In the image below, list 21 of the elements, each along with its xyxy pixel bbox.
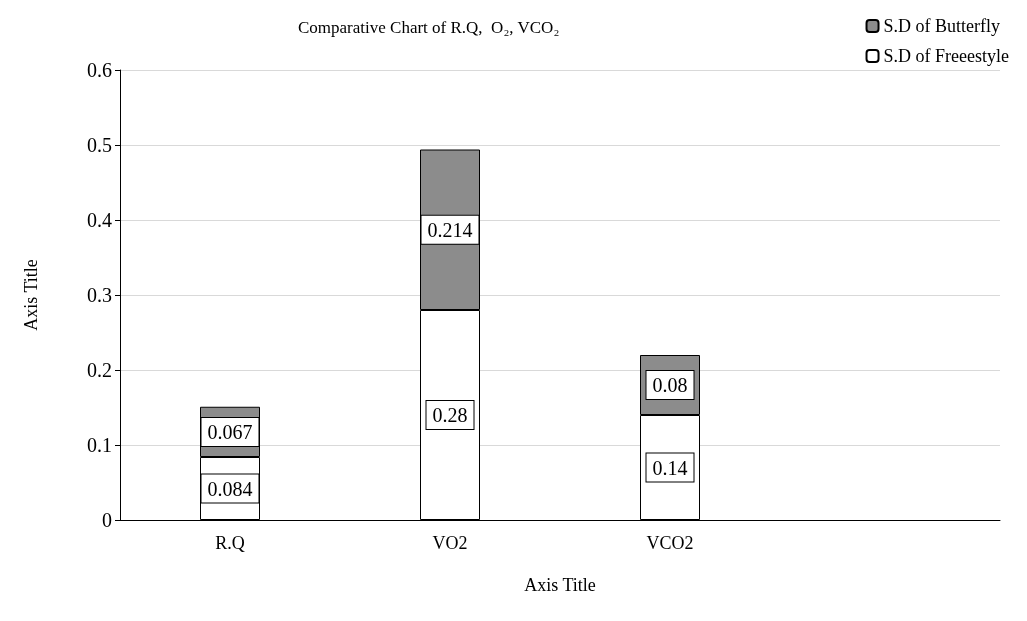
legend-label: S.D of Butterfly <box>883 16 1001 36</box>
y-tick-label: 0.6 <box>87 59 112 81</box>
y-tick-label: 0.2 <box>87 359 112 381</box>
x-tick-label: VCO2 <box>646 533 694 553</box>
data-label: 0.214 <box>427 218 473 241</box>
data-label: 0.084 <box>207 477 253 500</box>
y-axis-title: Axis Title <box>21 259 41 331</box>
y-tick-label: 0 <box>102 509 112 531</box>
data-label: 0.067 <box>207 420 253 443</box>
chart-title: Comparative Chart of R.Q, O₂, VCO₂ <box>298 18 560 37</box>
x-axis-title: Axis Title <box>524 575 596 595</box>
x-tick-label: VO2 <box>432 533 468 553</box>
y-tick-label: 0.4 <box>87 209 112 231</box>
data-label: 0.14 <box>652 456 688 479</box>
y-tick-label: 0.3 <box>87 284 112 306</box>
data-label: 0.08 <box>652 374 688 396</box>
legend-label: S.D of Freeestyle <box>883 46 1010 66</box>
y-tick-label: 0.5 <box>87 134 112 156</box>
data-label: 0.28 <box>432 404 468 426</box>
y-tick-label: 0.1 <box>87 434 112 456</box>
x-tick-label: R.Q <box>215 533 245 553</box>
